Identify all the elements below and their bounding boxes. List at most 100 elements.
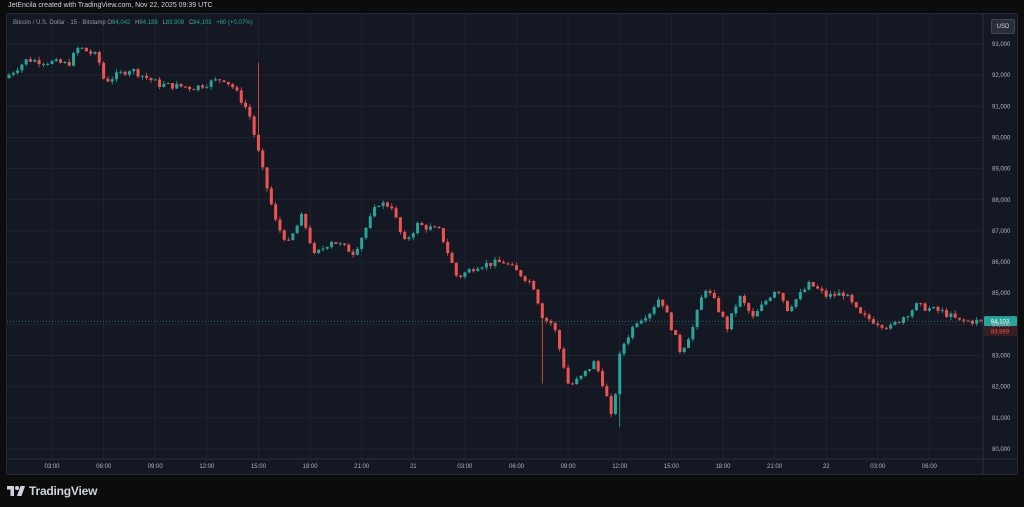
candle-body xyxy=(102,62,106,79)
candle-body xyxy=(192,89,196,91)
candle-body xyxy=(67,61,71,66)
candle-body xyxy=(59,59,63,63)
candle-body xyxy=(527,280,531,282)
time-tick-label: 18:00 xyxy=(303,464,319,470)
candle-body xyxy=(411,233,415,238)
candle-body xyxy=(11,72,15,75)
candle-body xyxy=(41,63,45,65)
candle-body xyxy=(89,51,93,54)
candle-body xyxy=(859,307,863,314)
candle-body xyxy=(446,242,450,254)
candle-body xyxy=(226,81,230,85)
candle-body xyxy=(768,297,772,301)
candle-body xyxy=(7,74,11,79)
candle-body xyxy=(179,83,183,87)
candle-body xyxy=(514,265,519,271)
top-bar: JetEncila created with TradingView.com, … xyxy=(0,0,1024,13)
open-label: O xyxy=(107,20,113,26)
candle-body xyxy=(209,80,213,87)
candle-body xyxy=(523,276,527,281)
candle-body xyxy=(72,53,76,66)
price-tick-label: 84,000 xyxy=(992,322,1011,328)
candle-body xyxy=(76,47,80,54)
candle-body xyxy=(970,320,974,324)
candle-body xyxy=(957,317,962,320)
low-label: L xyxy=(162,20,166,26)
close-value: 84,103 xyxy=(193,20,212,26)
price-chart[interactable]: 84,103 83,969 80,000 81,000 82,000 83,000 84,… xyxy=(7,14,1018,475)
time-tick-label: 12:00 xyxy=(199,464,215,470)
brand-name: TradingView xyxy=(29,484,98,498)
candle-body xyxy=(269,188,273,205)
candle-body xyxy=(854,302,858,308)
candle-body xyxy=(889,324,893,329)
grid-layer xyxy=(7,14,1017,474)
open-value: 84,042 xyxy=(112,20,131,26)
candle-body xyxy=(510,264,514,266)
candle-body xyxy=(239,90,243,103)
candle-body xyxy=(545,317,549,321)
candle-body xyxy=(355,248,359,255)
candles-layer xyxy=(7,46,983,428)
time-tick-label: 06:00 xyxy=(509,464,525,470)
candle-body xyxy=(820,288,824,291)
candle-body xyxy=(170,83,174,89)
candle-body xyxy=(493,259,497,266)
candle-body xyxy=(20,64,24,71)
candle-body xyxy=(781,292,785,301)
candle-body xyxy=(123,71,127,75)
tradingview-logo[interactable]: TradingView xyxy=(7,484,97,498)
chart-frame[interactable]: 84,103 83,969 80,000 81,000 82,000 83,000 84,… xyxy=(6,13,1018,475)
candle-body xyxy=(334,241,338,244)
candle-body xyxy=(880,325,884,328)
time-tick-label: 06:00 xyxy=(96,464,112,470)
candle-body xyxy=(140,75,144,77)
candle-body xyxy=(454,262,458,276)
candle-body xyxy=(558,330,562,349)
candle-body xyxy=(945,310,949,318)
candle-body xyxy=(424,225,428,230)
candle-body xyxy=(312,243,316,254)
candle-body xyxy=(609,396,613,414)
candle-body xyxy=(549,320,553,324)
candle-body xyxy=(235,87,239,91)
candle-body xyxy=(484,262,488,268)
high-value: 84,188 xyxy=(139,20,158,26)
candle-body xyxy=(540,303,544,318)
candle-body xyxy=(420,223,424,226)
candle-body xyxy=(777,291,781,293)
candle-body xyxy=(871,319,875,324)
candle-body xyxy=(687,339,691,348)
candle-body xyxy=(196,85,200,91)
candle-body xyxy=(80,47,84,49)
currency-button[interactable]: USD xyxy=(991,19,1015,34)
candle-body xyxy=(755,311,759,317)
candle-body xyxy=(712,293,716,299)
candle-body xyxy=(665,305,669,313)
candle-body xyxy=(631,326,635,338)
candle-body xyxy=(648,313,652,319)
candle-body xyxy=(605,386,609,397)
candle-body xyxy=(846,294,850,297)
change-value: +60 (+0.07%) xyxy=(216,20,253,26)
candle-body xyxy=(132,69,136,72)
candle-body xyxy=(562,348,566,368)
candle-body xyxy=(248,107,252,117)
price-tick-label: 80,000 xyxy=(992,447,1011,453)
countdown-tag xyxy=(984,326,1017,337)
candle-body xyxy=(325,247,329,249)
price-tick-label: 87,000 xyxy=(992,229,1011,235)
candle-body xyxy=(231,84,235,88)
candle-body xyxy=(734,306,738,314)
candle-body xyxy=(471,269,476,272)
candle-body xyxy=(656,299,660,308)
candle-body xyxy=(811,282,815,287)
candle-body xyxy=(575,378,579,385)
time-tick-label: 12:00 xyxy=(612,464,628,470)
candle-body xyxy=(261,150,265,168)
candle-body xyxy=(579,375,583,379)
last-price-tag-label: 84,103 xyxy=(991,320,1010,326)
high-label: H xyxy=(135,20,140,26)
candle-body xyxy=(364,227,368,238)
candle-body xyxy=(751,310,755,317)
